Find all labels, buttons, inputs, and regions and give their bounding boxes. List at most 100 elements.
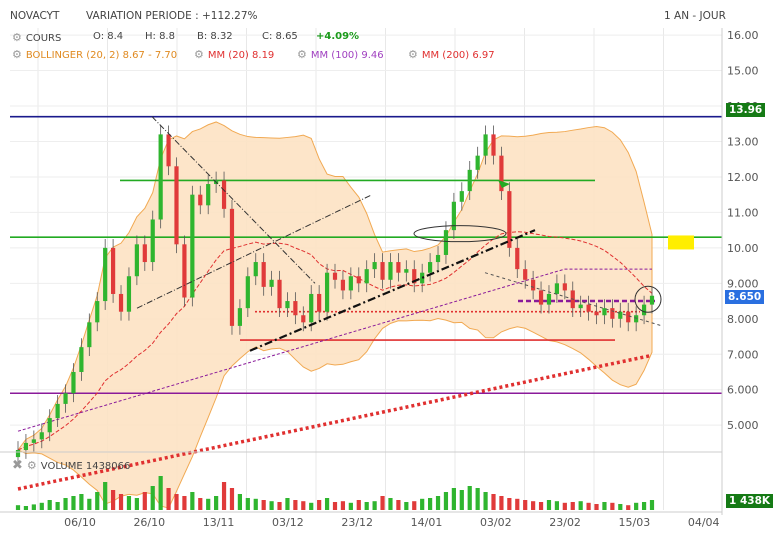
- legend-mm20[interactable]: ⚙ MM (20) 8.19: [194, 48, 275, 61]
- legend-close: C: 8.65: [262, 31, 298, 42]
- candle: [190, 194, 195, 298]
- candle: [515, 247, 520, 270]
- candle: [87, 322, 92, 348]
- volume-bar: [309, 502, 314, 510]
- volume-bar: [507, 498, 512, 510]
- volume-bar: [412, 501, 417, 510]
- green-arrow: [498, 180, 510, 188]
- candle: [420, 272, 425, 284]
- candle: [435, 254, 441, 263]
- volume-bar: [103, 482, 108, 510]
- x-tick-label: 15/03: [619, 516, 651, 529]
- y-tick-label: 13.00: [727, 135, 759, 148]
- x-tick-label: 06/10: [64, 516, 96, 529]
- candle: [324, 272, 330, 312]
- volume-bar: [158, 476, 163, 510]
- gear-icon[interactable]: ⚙: [12, 31, 22, 44]
- volume-bar: [586, 502, 591, 510]
- candle: [372, 262, 377, 270]
- volume-bar: [245, 498, 250, 510]
- candle: [507, 191, 512, 248]
- candle: [356, 276, 361, 284]
- candle: [626, 311, 631, 323]
- volume-bar: [285, 498, 290, 510]
- volume-bar: [221, 482, 227, 510]
- volume-bar: [610, 502, 615, 510]
- candle: [182, 244, 187, 298]
- volume-legend[interactable]: ✖ ⚙ VOLUME 1438066: [12, 458, 131, 473]
- volume-bar: [356, 500, 361, 510]
- volume-bar: [515, 498, 520, 510]
- candle: [475, 155, 480, 170]
- volume-bar: [332, 502, 338, 510]
- volume-bar: [206, 498, 211, 510]
- volume-bar: [253, 498, 258, 510]
- yellow-marker: [668, 235, 694, 250]
- legend-change: +4.09%: [316, 31, 360, 42]
- candle: [649, 295, 655, 305]
- x-tick-label: 23/02: [549, 516, 581, 529]
- volume-bar: [126, 496, 132, 510]
- volume-bar: [79, 494, 84, 510]
- top-price-badge: 13.96: [726, 103, 766, 117]
- volume-bar: [229, 488, 235, 510]
- volume-bar: [451, 488, 456, 510]
- y-tick-label: 11.00: [727, 206, 759, 219]
- gear-icon[interactable]: ⚙: [297, 48, 307, 61]
- candle: [499, 155, 504, 192]
- volume-bar: [340, 501, 346, 510]
- variation-label: VARIATION PERIODE : +112.27%: [86, 10, 258, 22]
- candle: [562, 283, 567, 291]
- candle: [174, 166, 179, 245]
- candle: [554, 283, 559, 294]
- candle: [23, 442, 29, 450]
- volume-bars: [15, 476, 655, 510]
- trendline: [151, 116, 316, 284]
- x-tick-label: 03/02: [480, 516, 512, 529]
- y-tick-label: 9.000: [727, 277, 759, 290]
- legend-mm200[interactable]: ⚙ MM (200) 6.97: [408, 48, 495, 61]
- trendline: [136, 194, 373, 309]
- candle: [364, 269, 369, 284]
- volume-bar: [420, 498, 425, 510]
- volume-bar: [198, 498, 203, 510]
- gear-icon[interactable]: ⚙: [26, 459, 37, 472]
- y-tick-label: 6.000: [727, 384, 759, 397]
- candle: [150, 219, 155, 263]
- y-tick-label: 7.000: [727, 348, 759, 361]
- gear-icon[interactable]: ⚙: [194, 48, 204, 61]
- volume-bar: [277, 502, 282, 510]
- candle: [293, 301, 298, 316]
- candle: [221, 180, 227, 209]
- candle: [261, 262, 266, 287]
- volume-bar: [15, 505, 21, 510]
- volume-bar: [182, 496, 187, 510]
- volume-bar: [174, 494, 179, 510]
- volume-bar: [95, 492, 100, 510]
- candle: [134, 244, 139, 277]
- last-price-badge: 8.650: [725, 290, 765, 304]
- ellipse-marker: [413, 225, 507, 243]
- gear-icon[interactable]: ⚙: [12, 48, 22, 61]
- close-icon[interactable]: ✖: [12, 458, 23, 473]
- candle: [166, 134, 171, 167]
- legend-bollinger[interactable]: ⚙ BOLLINGER (20, 2) 8.67 - 7.70: [12, 48, 178, 61]
- volume-bar: [435, 496, 441, 510]
- volume-bar: [523, 500, 528, 510]
- gear-icon[interactable]: ⚙: [408, 48, 418, 61]
- candle: [428, 262, 433, 273]
- volume-bar: [475, 488, 480, 510]
- legend-mm100[interactable]: ⚙ MM (100) 9.46: [297, 48, 384, 61]
- period-label[interactable]: 1 AN - JOUR: [664, 10, 726, 22]
- volume-bar: [55, 502, 60, 510]
- legend-cours[interactable]: ⚙ COURS: [12, 31, 62, 44]
- volume-bar: [214, 496, 219, 510]
- candles: [15, 125, 655, 466]
- x-tick-label: 26/10: [133, 516, 165, 529]
- volume-bar: [190, 492, 195, 510]
- legend-low: B: 8.32: [197, 31, 233, 42]
- axes: 16.0015.0014.0013.0012.0011.0010.009.000…: [0, 28, 759, 529]
- volume-bar: [111, 490, 116, 510]
- y-tick-label: 8.000: [727, 313, 759, 326]
